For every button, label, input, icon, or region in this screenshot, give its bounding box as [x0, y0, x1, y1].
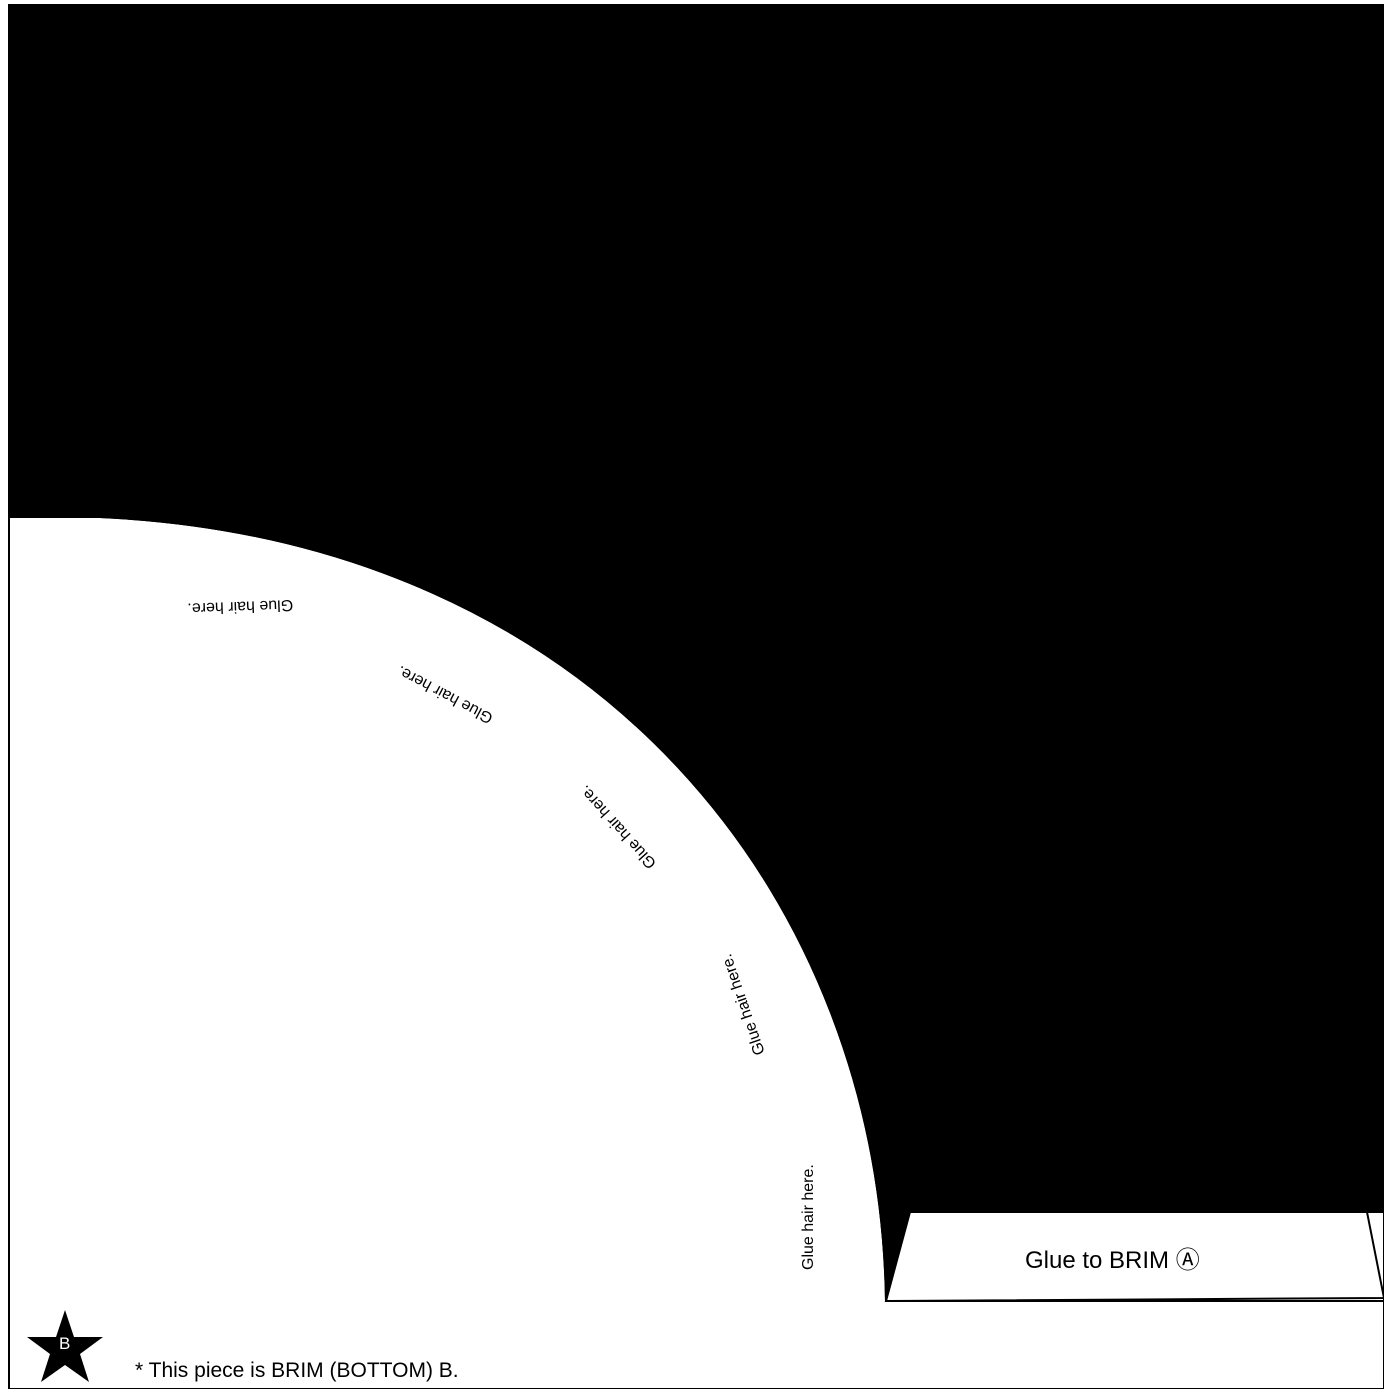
- glue-tab: [884, 1211, 1384, 1303]
- star-icon: [27, 1310, 103, 1382]
- glue-hair-label-5: Glue hair here.: [800, 1164, 817, 1270]
- glue-tab-label: Glue to BRIM Ⓐ: [1025, 1247, 1200, 1274]
- piece-footnote: * This piece is BRIM (BOTTOM) B.: [135, 1359, 459, 1382]
- star-badge-letter: B: [59, 1334, 70, 1353]
- brim-inner-edge: [9, 516, 887, 1302]
- glue-hair-label-1: Glue hair here.: [187, 596, 293, 617]
